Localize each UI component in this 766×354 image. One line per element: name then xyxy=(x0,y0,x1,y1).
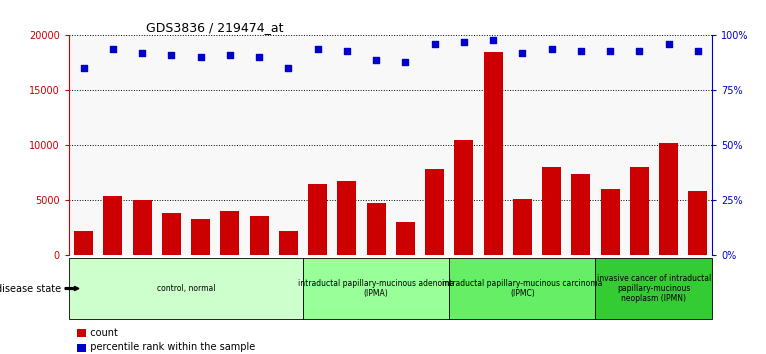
Point xyxy=(574,48,587,53)
Text: GSM490148: GSM490148 xyxy=(376,258,385,304)
Bar xyxy=(279,231,298,255)
Text: GSM490139: GSM490139 xyxy=(113,258,122,304)
Text: GSM490146: GSM490146 xyxy=(318,258,326,304)
Point xyxy=(136,50,148,56)
Point xyxy=(604,48,616,53)
Text: GSM490152: GSM490152 xyxy=(493,258,502,304)
Bar xyxy=(659,143,678,255)
Point xyxy=(399,59,411,64)
Bar xyxy=(250,216,269,255)
Text: GSM490156: GSM490156 xyxy=(610,258,619,304)
Bar xyxy=(396,222,415,255)
Bar xyxy=(449,258,595,319)
Point xyxy=(195,55,207,60)
Point xyxy=(633,48,646,53)
Point xyxy=(663,41,675,47)
Bar xyxy=(69,258,303,319)
Point xyxy=(692,48,704,53)
Bar xyxy=(630,167,649,255)
Bar xyxy=(103,196,123,255)
Point xyxy=(545,46,558,51)
Text: GSM490150: GSM490150 xyxy=(434,258,444,304)
Bar xyxy=(74,231,93,255)
Point xyxy=(224,52,236,58)
Text: GSM490153: GSM490153 xyxy=(522,258,532,304)
Text: intraductal papillary-mucinous carcinoma
(IPMC): intraductal papillary-mucinous carcinoma… xyxy=(442,279,603,298)
Bar xyxy=(512,199,532,255)
Point xyxy=(341,48,353,53)
Text: GDS3836 / 219474_at: GDS3836 / 219474_at xyxy=(146,21,283,34)
Bar xyxy=(367,203,385,255)
Bar xyxy=(303,258,449,319)
Bar xyxy=(542,167,561,255)
Text: GSM490142: GSM490142 xyxy=(201,258,210,304)
Text: control, normal: control, normal xyxy=(157,284,215,293)
Bar xyxy=(454,139,473,255)
Text: GSM490138: GSM490138 xyxy=(83,258,93,304)
Text: GSM490143: GSM490143 xyxy=(230,258,239,304)
Bar xyxy=(308,183,327,255)
Text: GSM490141: GSM490141 xyxy=(172,258,180,304)
Bar xyxy=(483,52,502,255)
Text: GSM490144: GSM490144 xyxy=(259,258,268,304)
Text: GSM490157: GSM490157 xyxy=(640,258,648,304)
Bar xyxy=(162,213,181,255)
Text: GSM490140: GSM490140 xyxy=(142,258,151,304)
Bar xyxy=(688,191,707,255)
Bar xyxy=(221,211,239,255)
Text: percentile rank within the sample: percentile rank within the sample xyxy=(84,342,256,352)
Point xyxy=(487,37,499,42)
Text: GSM490147: GSM490147 xyxy=(347,258,355,304)
Text: intraductal papillary-mucinous adenoma
(IPMA): intraductal papillary-mucinous adenoma (… xyxy=(298,279,454,298)
Text: count: count xyxy=(84,328,118,338)
Text: GSM490154: GSM490154 xyxy=(552,258,561,304)
Bar xyxy=(337,181,356,255)
Text: GSM490155: GSM490155 xyxy=(581,258,590,304)
Text: invasive cancer of intraductal
papillary-mucinous
neoplasm (IPMN): invasive cancer of intraductal papillary… xyxy=(597,274,711,303)
Text: disease state: disease state xyxy=(0,284,61,293)
Point xyxy=(428,41,440,47)
Point xyxy=(312,46,324,51)
Point xyxy=(165,52,178,58)
Point xyxy=(516,50,529,56)
Bar xyxy=(595,258,712,319)
Bar xyxy=(601,189,620,255)
Bar xyxy=(425,169,444,255)
Point xyxy=(253,55,265,60)
Text: GSM490158: GSM490158 xyxy=(669,258,677,304)
Bar xyxy=(133,200,152,255)
Text: GSM490145: GSM490145 xyxy=(288,258,297,304)
Point xyxy=(106,46,119,51)
Point xyxy=(370,57,382,62)
Text: GSM490159: GSM490159 xyxy=(698,258,707,304)
Text: GSM490149: GSM490149 xyxy=(405,258,414,304)
Point xyxy=(457,39,470,45)
Text: GSM490151: GSM490151 xyxy=(463,258,473,304)
Point xyxy=(77,65,90,71)
Point xyxy=(282,65,294,71)
Bar xyxy=(571,174,591,255)
Bar xyxy=(191,219,210,255)
